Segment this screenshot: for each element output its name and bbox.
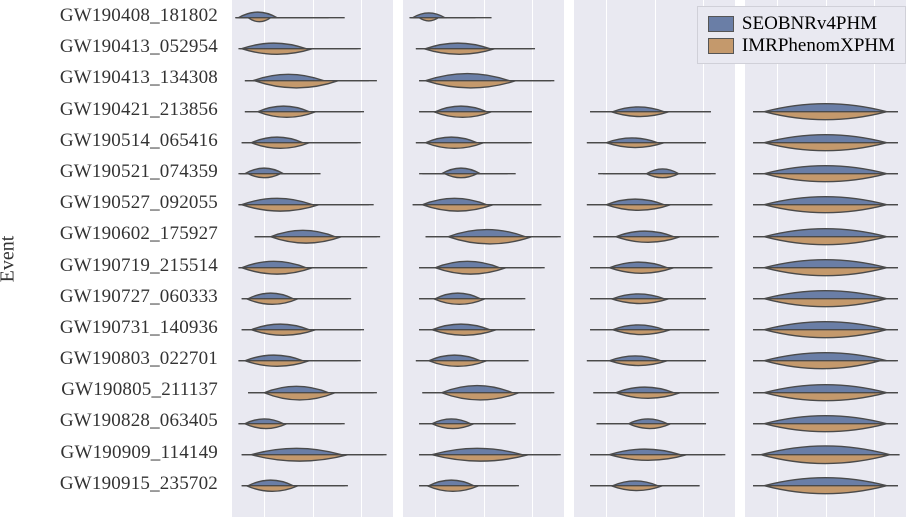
event-label: GW190805_211137 — [40, 380, 218, 411]
event-label: GW190803_022701 — [40, 349, 218, 380]
legend-item: IMRPhenomXPHM — [708, 35, 895, 57]
violin — [403, 467, 564, 504]
event-label: GW190828_063405 — [40, 411, 218, 442]
chart-panels — [232, 0, 918, 517]
chart-panel — [745, 0, 906, 517]
violin — [745, 467, 906, 504]
event-label: GW190413_052954 — [40, 37, 218, 68]
event-label: GW190909_114149 — [40, 443, 218, 474]
chart-panel — [403, 0, 564, 517]
violin — [574, 467, 735, 504]
legend-item: SEOBNRv4PHM — [708, 13, 895, 35]
violin — [232, 467, 393, 504]
event-label: GW190602_175927 — [40, 224, 218, 255]
event-label: GW190915_235702 — [40, 474, 218, 505]
legend-label: IMRPhenomXPHM — [742, 35, 895, 57]
event-label: GW190521_074359 — [40, 162, 218, 193]
legend-swatch — [708, 16, 734, 32]
chart-panel — [232, 0, 393, 517]
legend: SEOBNRv4PHMIMRPhenomXPHM — [697, 6, 906, 64]
legend-label: SEOBNRv4PHM — [742, 13, 877, 35]
event-label: GW190408_181802 — [40, 6, 218, 37]
y-axis-label: Event — [0, 235, 20, 282]
event-labels-column: GW190408_181802GW190413_052954GW190413_1… — [40, 6, 218, 505]
event-label: GW190421_213856 — [40, 100, 218, 131]
legend-swatch — [708, 38, 734, 54]
event-label: GW190731_140936 — [40, 318, 218, 349]
event-label: GW190727_060333 — [40, 287, 218, 318]
event-label: GW190413_134308 — [40, 68, 218, 99]
chart-panel — [574, 0, 735, 517]
event-label: GW190514_065416 — [40, 131, 218, 162]
event-label: GW190527_092055 — [40, 193, 218, 224]
event-label: GW190719_215514 — [40, 256, 218, 287]
